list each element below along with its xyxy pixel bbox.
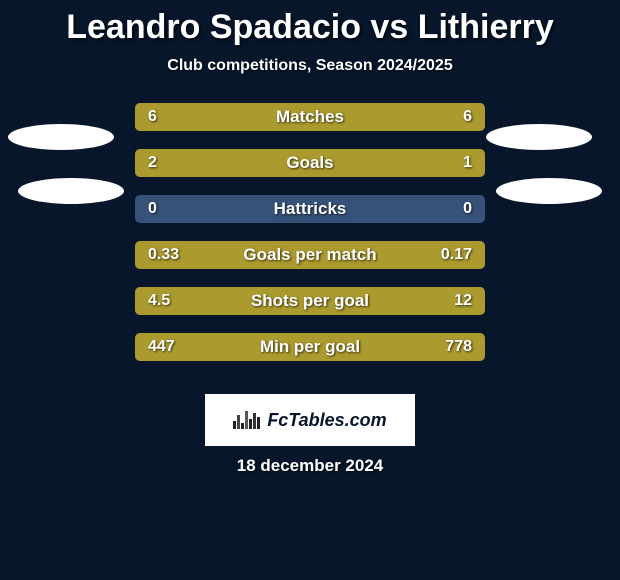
stat-bar-track (135, 195, 485, 223)
stat-row: Matches66 (0, 103, 620, 149)
stat-value-right: 12 (454, 287, 472, 315)
stat-value-left: 6 (148, 103, 157, 131)
stat-bar-left-fill (135, 149, 368, 177)
stat-value-left: 0 (148, 195, 157, 223)
stat-row: Goals21 (0, 149, 620, 195)
stat-value-left: 447 (148, 333, 175, 361)
brand-chart-icon (233, 407, 261, 434)
stat-bar-track (135, 241, 485, 269)
stat-bar-track (135, 149, 485, 177)
stat-row: Shots per goal4.512 (0, 287, 620, 333)
stat-row: Hattricks00 (0, 195, 620, 241)
stats-area: Matches66Goals21Hattricks00Goals per mat… (0, 103, 620, 379)
stat-value-left: 2 (148, 149, 157, 177)
stat-value-right: 6 (463, 103, 472, 131)
stat-value-left: 4.5 (148, 287, 170, 315)
stat-bar-track (135, 287, 485, 315)
stat-value-right: 1 (463, 149, 472, 177)
date-text: 18 december 2024 (0, 456, 620, 476)
stat-bar-right-fill (310, 103, 485, 131)
stat-bar-left-fill (135, 103, 310, 131)
stat-value-right: 0 (463, 195, 472, 223)
page-title: Leandro Spadacio vs Lithierry (0, 0, 620, 47)
stat-value-right: 0.17 (441, 241, 472, 269)
stat-row: Min per goal447778 (0, 333, 620, 379)
subtitle: Club competitions, Season 2024/2025 (0, 57, 620, 75)
brand-box: FcTables.com (205, 394, 415, 446)
stat-bar-track (135, 333, 485, 361)
stat-value-left: 0.33 (148, 241, 179, 269)
brand-text: FcTables.com (267, 410, 386, 431)
stat-value-right: 778 (445, 333, 472, 361)
stat-bar-track (135, 103, 485, 131)
stat-bar-right-fill (231, 287, 485, 315)
stat-row: Goals per match0.330.17 (0, 241, 620, 287)
